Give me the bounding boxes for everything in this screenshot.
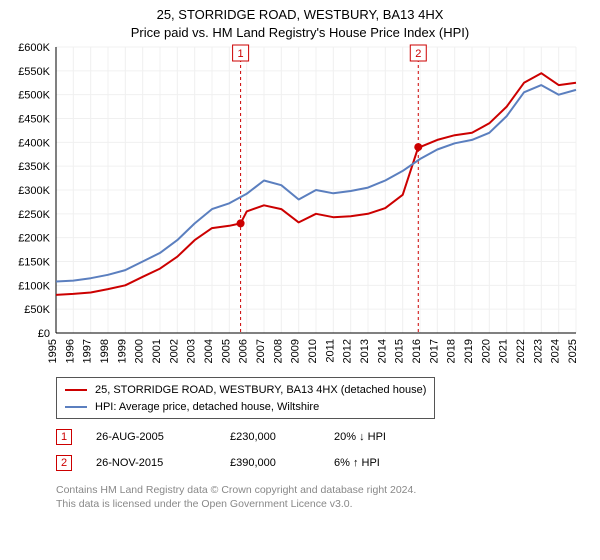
legend-swatch: [65, 406, 87, 408]
event-price: £230,000: [230, 431, 310, 443]
event-row: 2 26-NOV-2015 £390,000 6% ↑ HPI: [56, 453, 590, 479]
svg-text:£200K: £200K: [18, 233, 50, 245]
svg-text:2008: 2008: [272, 339, 284, 363]
chart-area: £0 £50K £100K £150K £200K £250K £300K £350K £400…: [10, 41, 590, 371]
svg-text:£250K: £250K: [18, 209, 50, 221]
svg-text:£550K: £550K: [18, 66, 50, 78]
svg-text:2021: 2021: [498, 339, 510, 363]
svg-text:2004: 2004: [203, 339, 215, 363]
svg-text:£500K: £500K: [18, 90, 50, 102]
svg-text:1997: 1997: [82, 339, 94, 363]
svg-text:2007: 2007: [255, 339, 267, 363]
event-marker-box: 2: [56, 455, 72, 471]
svg-text:2025: 2025: [567, 339, 579, 363]
legend-swatch: [65, 389, 87, 391]
svg-text:2013: 2013: [359, 339, 371, 363]
line-chart-svg: £0 £50K £100K £150K £200K £250K £300K £350K £400…: [10, 41, 590, 371]
svg-text:2010: 2010: [307, 339, 319, 363]
event-marker-box: 1: [56, 429, 72, 445]
legend-item: 25, STORRIDGE ROAD, WESTBURY, BA13 4HX (…: [65, 382, 426, 399]
legend-label: HPI: Average price, detached house, Wilt…: [95, 399, 319, 416]
event-delta: 20% ↓ HPI: [334, 431, 386, 443]
svg-text:2015: 2015: [394, 339, 406, 363]
svg-text:2022: 2022: [515, 339, 527, 363]
svg-text:£350K: £350K: [18, 161, 50, 173]
event-delta: 6% ↑ HPI: [334, 457, 380, 469]
svg-text:£50K: £50K: [24, 304, 50, 316]
legend-item: HPI: Average price, detached house, Wilt…: [65, 399, 426, 416]
footer-line-2: This data is licensed under the Open Gov…: [56, 497, 590, 511]
svg-text:2009: 2009: [290, 339, 302, 363]
footer-text: Contains HM Land Registry data © Crown c…: [56, 483, 590, 511]
svg-text:£450K: £450K: [18, 114, 50, 126]
legend-box: 25, STORRIDGE ROAD, WESTBURY, BA13 4HX (…: [56, 377, 435, 419]
title-line-2: Price paid vs. HM Land Registry's House …: [10, 24, 590, 42]
svg-text:2: 2: [415, 48, 421, 60]
svg-text:2017: 2017: [428, 339, 440, 363]
svg-text:£300K: £300K: [18, 185, 50, 197]
svg-text:2024: 2024: [550, 339, 562, 363]
event-date: 26-AUG-2005: [96, 431, 206, 443]
svg-text:2002: 2002: [168, 339, 180, 363]
legend-label: 25, STORRIDGE ROAD, WESTBURY, BA13 4HX (…: [95, 382, 426, 399]
svg-text:1998: 1998: [99, 339, 111, 363]
svg-text:£150K: £150K: [18, 257, 50, 269]
svg-text:2000: 2000: [134, 339, 146, 363]
svg-text:2012: 2012: [342, 339, 354, 363]
svg-text:1995: 1995: [47, 339, 59, 363]
svg-text:2020: 2020: [480, 339, 492, 363]
svg-text:£100K: £100K: [18, 280, 50, 292]
events-list: 1 26-AUG-2005 £230,000 20% ↓ HPI 2 26-NOV-201…: [56, 427, 590, 479]
event-date: 26-NOV-2015: [96, 457, 206, 469]
footer-line-1: Contains HM Land Registry data © Crown c…: [56, 483, 590, 497]
svg-text:1996: 1996: [64, 339, 76, 363]
svg-text:2014: 2014: [376, 339, 388, 363]
svg-text:2019: 2019: [463, 339, 475, 363]
chart-title: 25, STORRIDGE ROAD, WESTBURY, BA13 4HX P…: [10, 6, 590, 41]
svg-text:2001: 2001: [151, 339, 163, 363]
svg-text:2023: 2023: [532, 339, 544, 363]
svg-text:2011: 2011: [324, 339, 336, 363]
svg-text:2016: 2016: [411, 339, 423, 363]
svg-text:2018: 2018: [446, 339, 458, 363]
svg-text:£600K: £600K: [18, 42, 50, 54]
svg-text:2005: 2005: [220, 339, 232, 363]
event-price: £390,000: [230, 457, 310, 469]
svg-text:£0: £0: [38, 328, 50, 340]
svg-text:£400K: £400K: [18, 137, 50, 149]
svg-text:1: 1: [238, 48, 244, 60]
svg-text:1999: 1999: [116, 339, 128, 363]
title-line-1: 25, STORRIDGE ROAD, WESTBURY, BA13 4HX: [10, 6, 590, 24]
svg-text:2003: 2003: [186, 339, 198, 363]
event-row: 1 26-AUG-2005 £230,000 20% ↓ HPI: [56, 427, 590, 453]
svg-text:2006: 2006: [238, 339, 250, 363]
